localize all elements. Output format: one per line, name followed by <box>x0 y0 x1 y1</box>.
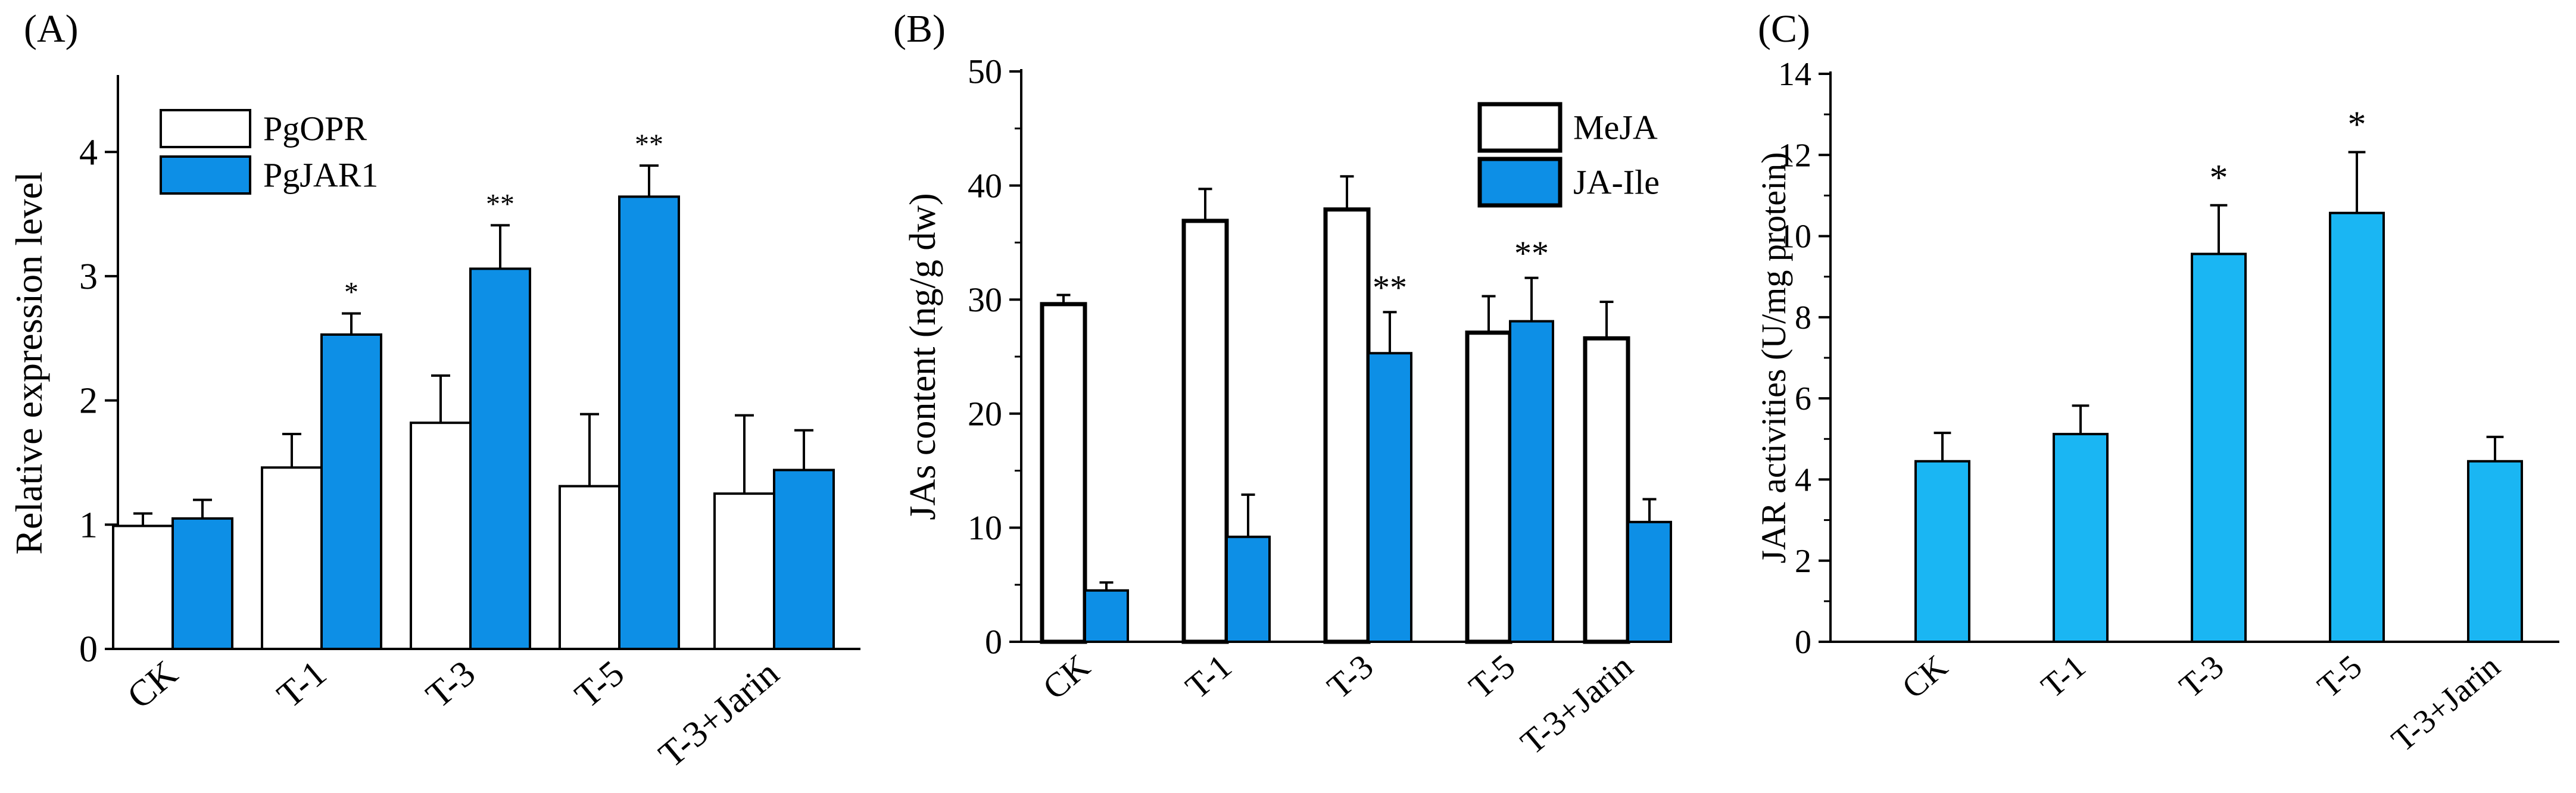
bar-series2 <box>469 267 531 650</box>
legend-label: PgJAR1 <box>263 156 378 195</box>
x-tick-label: T-3+Jarin <box>651 653 787 776</box>
significance-marker: ** <box>1373 268 1407 307</box>
legend-swatch <box>160 109 251 148</box>
y-tick-label: 4 <box>79 132 98 173</box>
bar-series1 <box>2191 252 2247 644</box>
bar-series2 <box>1367 352 1412 643</box>
x-tick-label: CK <box>1036 647 1097 707</box>
y-tick-label: 10 <box>1778 218 1811 255</box>
significance-marker: ** <box>486 188 514 220</box>
legend-swatch <box>1477 102 1563 153</box>
panel-c-chart: (C) 0 2 4 6 8 10 12 14 JAR activities (U/mg prote… <box>1754 7 2559 759</box>
panel-label: (A) <box>24 7 79 51</box>
y-axis-label: Relative expression level <box>8 171 50 554</box>
y-tick-label: 30 <box>968 280 1002 319</box>
bar-series2 <box>773 469 835 650</box>
x-tick-label: CK <box>1895 648 1954 706</box>
legend-label: JA-Ile <box>1573 163 1660 202</box>
y-tick-label: 14 <box>1778 56 1811 93</box>
bar-series2 <box>320 333 382 650</box>
x-tick-label: T-3+Jarin <box>1513 647 1640 762</box>
y-tick-label: 12 <box>1778 137 1811 174</box>
y-tick-label: 8 <box>1795 299 1811 336</box>
y-tick-label: 2 <box>79 381 98 422</box>
y-tick-label: 4 <box>1795 461 1811 498</box>
x-tick-label: T-3 <box>419 653 483 716</box>
legend-swatch <box>1477 157 1563 208</box>
bar-series1 <box>1323 207 1371 644</box>
y-tick-label: 1 <box>79 505 98 545</box>
y-axis-label: JAs content (ng/g dw) <box>903 193 943 520</box>
y-tick-label: 50 <box>968 52 1002 91</box>
y-tick-label: 0 <box>985 623 1002 661</box>
bar-series1 <box>2053 433 2109 643</box>
x-tick-label: T-1 <box>1178 647 1239 706</box>
bar-series1 <box>1040 302 1087 644</box>
bar-series1 <box>1465 330 1512 644</box>
bar-series1 <box>1583 336 1630 644</box>
y-tick-label: 3 <box>79 257 98 297</box>
x-tick-label: T-5 <box>2310 648 2369 705</box>
bar-series1 <box>2329 211 2385 644</box>
significance-marker: * <box>2348 105 2366 145</box>
bar-series2 <box>1509 320 1554 643</box>
panel-b-chart: (B) 0 10 20 30 40 50 JAs content (ng/g dw) ** ** C… <box>893 7 1672 762</box>
bar-series2 <box>1084 589 1129 644</box>
x-tick-label: T-3 <box>2172 648 2231 705</box>
significance-marker: * <box>2210 158 2228 198</box>
bar-series1 <box>559 485 620 650</box>
panel-label: (C) <box>1758 7 1810 51</box>
significance-marker: ** <box>1514 234 1549 273</box>
significance-marker: * <box>344 277 358 308</box>
bar-series2 <box>171 517 233 650</box>
y-tick-label: 0 <box>1795 624 1811 661</box>
panel-label: (B) <box>893 7 946 51</box>
y-tick-label: 20 <box>968 395 1002 433</box>
x-tick-label: T-3+Jarin <box>2385 648 2507 758</box>
x-tick-label: T-5 <box>1462 647 1523 706</box>
y-tick-label: 2 <box>1795 543 1811 580</box>
legend-label: PgOPR <box>263 110 367 148</box>
x-tick-label: T-3 <box>1320 647 1381 706</box>
bar-series1 <box>1181 218 1229 644</box>
y-axis-label: JAR activities (U/mg protein) <box>1754 152 1793 563</box>
y-tick-label: 6 <box>1795 380 1811 417</box>
x-tick-label: T-1 <box>270 653 334 716</box>
legend-swatch <box>160 155 251 195</box>
bar-series1 <box>112 524 174 650</box>
bar-series1 <box>1914 460 1970 643</box>
y-tick-label: 10 <box>968 508 1002 547</box>
x-tick-label: T-5 <box>567 653 632 716</box>
bar-series2 <box>618 195 680 650</box>
y-tick-label: 40 <box>968 166 1002 205</box>
x-tick-label: T-1 <box>2034 648 2092 705</box>
bar-series1 <box>261 466 323 650</box>
y-tick-label: 0 <box>79 629 98 670</box>
x-tick-label: CK <box>120 652 185 717</box>
bar-series1 <box>2467 460 2523 643</box>
bar-series2 <box>1225 535 1271 644</box>
bar-series1 <box>410 422 472 650</box>
legend-label: MeJA <box>1573 108 1658 147</box>
bar-series2 <box>1627 520 1672 643</box>
bar-series1 <box>713 492 775 650</box>
significance-marker: ** <box>635 129 663 160</box>
